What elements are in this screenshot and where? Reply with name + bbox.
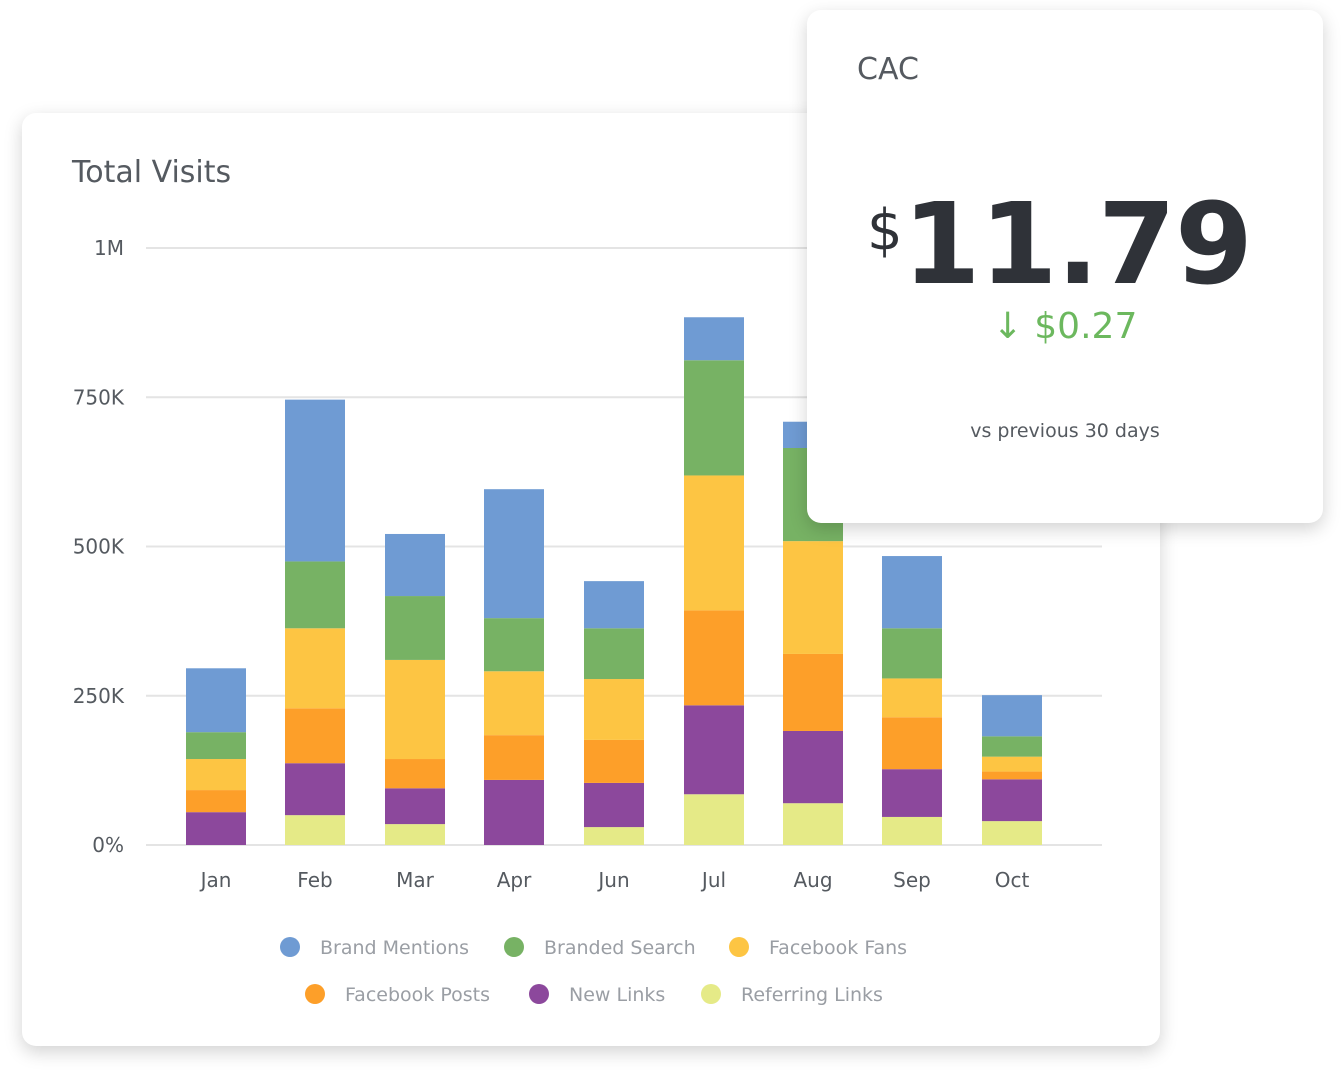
legend-dot xyxy=(729,937,749,957)
bar-segment-facebook-posts xyxy=(783,653,843,731)
bar-segment-brand-mentions xyxy=(584,581,644,629)
legend-dot xyxy=(305,984,325,1004)
bar-segment-facebook-fans xyxy=(584,679,644,740)
bar-segment-new-links xyxy=(484,779,544,845)
bar-segment-facebook-posts xyxy=(684,610,744,706)
bar-segment-brand-mentions xyxy=(385,533,445,597)
bar-segment-facebook-posts xyxy=(484,735,544,780)
bar-segment-new-links xyxy=(385,788,445,825)
bar-segment-new-links xyxy=(982,779,1042,822)
bar-segment-brand-mentions xyxy=(484,489,544,619)
bar-segment-facebook-fans xyxy=(783,541,843,654)
arrow-down-icon: ↓ xyxy=(992,306,1023,347)
bar-segment-facebook-fans xyxy=(186,759,246,791)
bar-segment-brand-mentions xyxy=(882,556,942,629)
cac-title: CAC xyxy=(857,52,919,87)
bar-segment-facebook-posts xyxy=(186,790,246,813)
bar-segment-brand-mentions xyxy=(285,399,345,562)
legend-label: Facebook Fans xyxy=(769,937,907,959)
bar-segment-branded-search xyxy=(684,360,744,476)
x-tick-label: Mar xyxy=(396,868,435,892)
bar-segment-branded-search xyxy=(584,628,644,680)
legend-dot xyxy=(504,937,524,957)
y-tick-label: 1M xyxy=(94,236,124,260)
x-tick-label: Aug xyxy=(793,868,832,892)
x-tick-label: Oct xyxy=(995,868,1030,892)
bar-segment-new-links xyxy=(186,812,246,845)
legend-label: Brand Mentions xyxy=(320,937,469,959)
x-tick-label: Apr xyxy=(497,868,532,892)
bar-segment-branded-search xyxy=(385,596,445,660)
bar-segment-facebook-fans xyxy=(285,628,345,709)
bar-segment-new-links xyxy=(783,730,843,804)
bar-segment-facebook-posts xyxy=(882,717,942,770)
chart-title: Total Visits xyxy=(72,155,232,190)
bar-segment-new-links xyxy=(584,782,644,828)
bar-segment-facebook-posts xyxy=(285,708,345,764)
legend-label: New Links xyxy=(569,984,665,1006)
legend-label: Branded Search xyxy=(544,937,696,959)
bar-segment-referring-links xyxy=(285,815,345,845)
legend-dot xyxy=(280,937,300,957)
bar-segment-branded-search xyxy=(882,628,942,679)
legend-dot xyxy=(529,984,549,1004)
comparison-label: vs previous 30 days xyxy=(970,420,1160,442)
bar-segment-facebook-posts xyxy=(982,771,1042,780)
x-tick-label: Feb xyxy=(297,868,332,892)
legend-dot xyxy=(701,984,721,1004)
bar-segment-branded-search xyxy=(484,618,544,672)
y-tick-label: 500K xyxy=(73,535,125,559)
bar-segment-new-links xyxy=(285,763,345,816)
x-tick-label: Sep xyxy=(893,868,931,892)
bar-segment-facebook-fans xyxy=(484,671,544,736)
bar-segment-facebook-fans xyxy=(982,756,1042,772)
bar-segment-referring-links xyxy=(684,794,744,845)
y-tick-label: 250K xyxy=(73,684,125,708)
bar-segment-brand-mentions xyxy=(684,317,744,361)
bar-segment-referring-links xyxy=(385,824,445,845)
bar-segment-facebook-posts xyxy=(385,759,445,789)
bar-segment-branded-search xyxy=(285,561,345,629)
legend-label: Facebook Posts xyxy=(345,984,490,1006)
currency-symbol: $ xyxy=(867,198,903,263)
y-tick-label: 0% xyxy=(92,833,124,857)
bar-segment-facebook-fans xyxy=(385,659,445,760)
bar-segment-branded-search xyxy=(186,732,246,760)
delta-value: $0.27 xyxy=(1034,306,1138,347)
bar-segment-facebook-posts xyxy=(584,739,644,783)
cac-delta: ↓ $0.27 xyxy=(807,306,1323,347)
bar-segment-referring-links xyxy=(882,816,942,845)
bar-segment-new-links xyxy=(684,705,744,795)
cac-number: 11.79 xyxy=(902,180,1253,310)
legend-label: Referring Links xyxy=(741,984,883,1006)
bar-segment-branded-search xyxy=(982,736,1042,757)
bar-segment-referring-links xyxy=(584,827,644,845)
y-tick-label: 750K xyxy=(73,385,125,409)
bar-segment-brand-mentions xyxy=(186,668,246,733)
x-tick-label: Jul xyxy=(700,868,726,892)
cac-value: $11.79 xyxy=(867,180,1253,310)
bar-segment-brand-mentions xyxy=(982,695,1042,737)
bar-segment-referring-links xyxy=(982,821,1042,845)
bar-segment-new-links xyxy=(882,769,942,817)
bar-segment-facebook-fans xyxy=(882,678,942,718)
bar-segment-referring-links xyxy=(783,803,843,845)
x-tick-label: Jan xyxy=(199,868,232,892)
x-tick-label: Jun xyxy=(596,868,629,892)
bar-segment-facebook-fans xyxy=(684,475,744,611)
cac-card: CAC $11.79 ↓ $0.27 vs previous 30 days xyxy=(807,10,1323,523)
